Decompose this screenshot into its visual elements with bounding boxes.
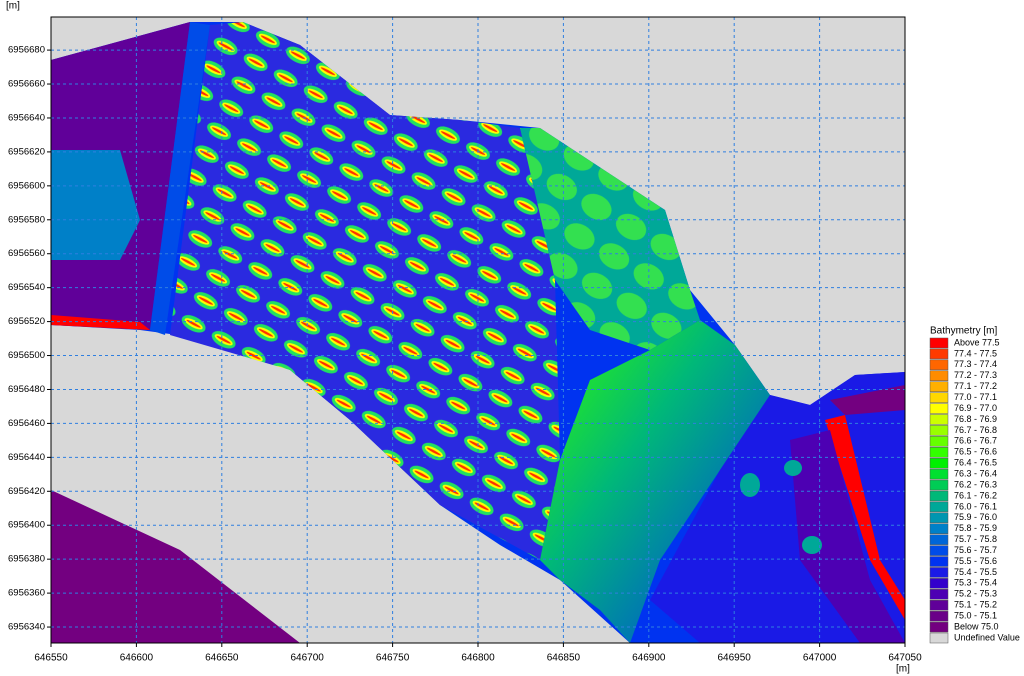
- legend-swatch: [929, 567, 949, 578]
- x-tick-label: 646900: [632, 653, 666, 664]
- x-tick-label: 646600: [120, 653, 154, 664]
- x-tick-label: 646950: [718, 653, 752, 664]
- y-tick-label: 6956560: [8, 248, 45, 259]
- legend-label: 77.0 - 77.1: [954, 392, 997, 402]
- legend-swatch: [929, 403, 949, 414]
- legend-swatch: [929, 599, 949, 611]
- y-tick-label: 6956460: [8, 418, 45, 429]
- legend-label: 75.0 - 75.1: [954, 611, 997, 621]
- legend-swatch: [929, 337, 949, 349]
- y-tick-label: 6956420: [8, 486, 45, 497]
- legend-swatch: [929, 534, 949, 545]
- y-tick-label: 6956340: [8, 622, 45, 633]
- legend-label: 77.1 - 77.2: [954, 381, 997, 391]
- legend-label: 76.8 - 76.9: [954, 414, 997, 424]
- x-tick-label: 646750: [376, 653, 410, 664]
- legend-label: 75.2 - 75.3: [954, 589, 997, 599]
- legend-swatch: [929, 425, 949, 436]
- legend-label: Undefined Value: [954, 632, 1020, 642]
- legend-swatch: [929, 436, 949, 447]
- legend-label: 75.3 - 75.4: [954, 578, 997, 588]
- x-tick-label: 646650: [205, 653, 239, 664]
- legend-swatch: [929, 392, 949, 403]
- x-axis-label: [m]: [896, 664, 910, 675]
- legend-label: 76.1 - 76.2: [954, 490, 997, 500]
- legend-label: 75.7 - 75.8: [954, 534, 997, 544]
- legend-label: 77.3 - 77.4: [954, 359, 997, 369]
- legend-label: 76.0 - 76.1: [954, 501, 997, 511]
- legend-swatch: [929, 457, 949, 469]
- x-tick-label: 646700: [291, 653, 325, 664]
- y-tick-label: 6956520: [8, 316, 45, 327]
- legend-swatch: [929, 523, 949, 534]
- y-tick-label: 6956500: [8, 350, 45, 361]
- legend-label: 75.1 - 75.2: [954, 600, 997, 610]
- y-tick-label: 6956380: [8, 554, 45, 565]
- y-tick-label: 6956480: [8, 384, 45, 395]
- legend-swatch: [929, 468, 949, 480]
- legend-label: 76.2 - 76.3: [954, 479, 997, 489]
- x-tick-label: 646850: [547, 653, 581, 664]
- legend-label: 76.7 - 76.8: [954, 425, 997, 435]
- y-tick-label: 6956680: [8, 45, 45, 56]
- legend-label: 77.4 - 77.5: [954, 348, 997, 358]
- legend-label: 75.8 - 75.9: [954, 523, 997, 533]
- legend-label: 76.4 - 76.5: [954, 458, 997, 468]
- legend-swatch: [929, 348, 949, 360]
- legend-swatch: [929, 381, 949, 392]
- legend-swatch: [929, 512, 949, 524]
- legend-swatch: [929, 556, 949, 567]
- x-tick-label: 647000: [803, 653, 837, 664]
- legend-swatch: [929, 490, 949, 502]
- legend-swatch: [929, 589, 949, 600]
- y-tick-label: 6956660: [8, 79, 45, 90]
- legend-label: 77.2 - 77.3: [954, 370, 997, 380]
- bathymetry-raster: [51, 22, 905, 643]
- y-tick-label: 6956540: [8, 282, 45, 293]
- legend-swatch: [929, 414, 949, 425]
- legend-label: 76.6 - 76.7: [954, 436, 997, 446]
- legend-swatch: [929, 545, 949, 556]
- legend-label: 76.9 - 77.0: [954, 403, 997, 413]
- legend-swatch: [929, 359, 949, 371]
- legend-label: 75.4 - 75.5: [954, 567, 997, 577]
- legend-swatch: [929, 479, 949, 491]
- y-tick-label: 6956640: [8, 112, 45, 123]
- y-tick-label: 6956360: [8, 588, 45, 599]
- y-tick-label: 6956600: [8, 180, 45, 191]
- legend-swatch: [929, 610, 949, 622]
- legend-title: Bathymetry [m]: [930, 326, 997, 337]
- legend-label: 76.5 - 76.6: [954, 447, 997, 457]
- x-tick-label: 646800: [461, 653, 495, 664]
- x-tick-label: 646550: [34, 653, 68, 664]
- legend-label: Above 77.5: [954, 337, 1000, 347]
- legend-swatch: [929, 578, 949, 589]
- y-tick-label: 6956440: [8, 452, 45, 463]
- legend-label: 75.9 - 76.0: [954, 512, 997, 522]
- legend-label: 75.5 - 75.6: [954, 556, 997, 566]
- legend-swatch: [929, 447, 949, 458]
- legend-swatch: [929, 501, 949, 513]
- x-tick-label: 647050: [888, 653, 922, 664]
- y-tick-label: 6956620: [8, 146, 45, 157]
- legend-swatch: [929, 370, 949, 382]
- legend-swatch: [929, 632, 949, 644]
- y-axis-label: [m]: [6, 1, 20, 12]
- legend-label: 76.3 - 76.4: [954, 468, 997, 478]
- legend-label: 75.6 - 75.7: [954, 545, 997, 555]
- legend-swatch: [929, 621, 949, 633]
- legend-label: Below 75.0: [954, 621, 999, 631]
- y-tick-label: 6956580: [8, 214, 45, 225]
- y-tick-label: 6956400: [8, 520, 45, 531]
- legend: Above 77.577.4 - 77.577.3 - 77.477.2 - 7…: [929, 337, 1020, 644]
